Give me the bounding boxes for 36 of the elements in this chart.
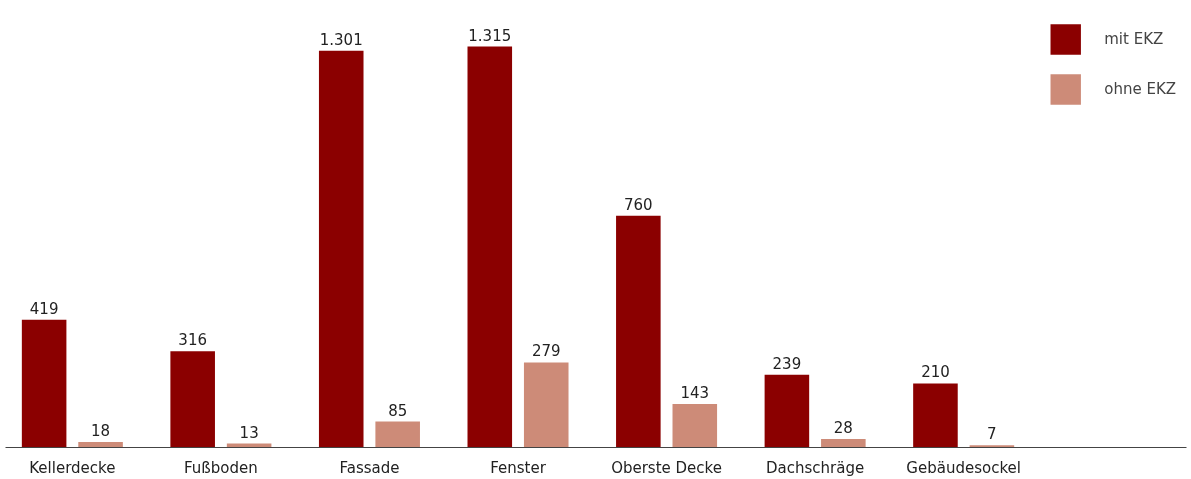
bar	[467, 46, 513, 448]
x-tick-label: Kellerdecke	[29, 458, 116, 477]
bar	[764, 374, 810, 448]
bar	[318, 50, 364, 448]
data-label: 316	[178, 331, 207, 350]
data-label: 1.315	[468, 26, 512, 45]
data-label: 419	[29, 299, 59, 318]
bar	[170, 351, 215, 448]
data-label: 7	[987, 425, 997, 444]
bar	[616, 215, 661, 448]
x-tick-label: Fenster	[490, 458, 547, 477]
bar	[21, 319, 67, 448]
legend-label: mit EKZ	[1104, 30, 1164, 48]
data-label: 279	[531, 342, 561, 361]
bar	[969, 445, 1015, 448]
data-label: 239	[772, 354, 802, 373]
bar	[78, 442, 123, 448]
data-label: 143	[680, 383, 710, 402]
x-tick-label: Fassade	[339, 458, 400, 477]
x-tick-label: Dachschräge	[766, 458, 865, 477]
x-tick-label: Fußboden	[184, 458, 258, 477]
data-label: 85	[388, 401, 408, 420]
bar	[523, 362, 569, 448]
data-label: 28	[833, 418, 853, 437]
bar	[913, 383, 958, 448]
legend-label: ohne EKZ	[1104, 80, 1176, 98]
data-label: 13	[239, 423, 259, 442]
bar	[821, 438, 866, 448]
bar	[672, 403, 718, 448]
data-label: 760	[624, 195, 653, 214]
data-label: 210	[921, 363, 950, 382]
data-label: 1.301	[319, 30, 363, 49]
x-tick-label: Oberste Decke	[611, 458, 722, 477]
data-label: 18	[91, 422, 111, 441]
x-tick-label: Gebäudesockel	[906, 458, 1021, 477]
bar	[375, 421, 420, 448]
